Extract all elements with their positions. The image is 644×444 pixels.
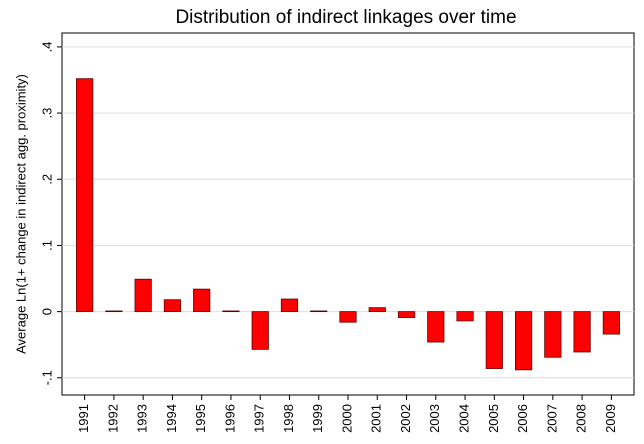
x-tick-label: 2004: [456, 404, 471, 433]
bar: [573, 311, 591, 353]
x-tick-label: 1991: [76, 404, 91, 433]
x-tick-label: 2005: [486, 404, 501, 433]
bar: [602, 311, 620, 335]
x-tick-label: 1994: [164, 404, 179, 433]
bar: [427, 311, 445, 343]
x-tick-label: 2003: [427, 404, 442, 433]
x-tick-label: 2001: [369, 404, 384, 433]
bar: [193, 288, 211, 313]
x-tick-label: 2006: [515, 404, 530, 433]
bar: [485, 311, 503, 369]
bar: [251, 311, 269, 350]
x-tick-label: 2000: [339, 404, 354, 433]
y-tick-label: .4: [39, 41, 54, 52]
x-tick-label: 2007: [544, 404, 559, 433]
y-tick-label: 0: [39, 308, 54, 315]
bar: [368, 307, 386, 313]
x-tick-label: 2009: [603, 404, 618, 433]
x-tick-label: 1996: [222, 404, 237, 433]
bar: [76, 78, 94, 313]
y-tick-label: -.1: [39, 370, 54, 385]
x-tick-label: 1998: [281, 404, 296, 433]
bar: [456, 311, 474, 322]
plot-frame: [61, 32, 635, 396]
chart-title: Distribution of indirect linkages over t…: [175, 7, 516, 28]
x-tick-label: 1993: [135, 404, 150, 433]
bar: [134, 278, 152, 313]
bar: [105, 310, 123, 313]
x-tick-label: 1992: [105, 404, 120, 433]
x-tick-label: 2002: [398, 404, 413, 433]
y-tick-label: .3: [39, 108, 54, 119]
y-tick-label: .2: [39, 174, 54, 185]
x-tick-label: 1997: [252, 404, 267, 433]
bar: [544, 311, 562, 358]
x-tick-label: 1999: [310, 404, 325, 433]
x-tick-label: 1995: [193, 404, 208, 433]
x-tick-label: 2008: [574, 404, 589, 433]
bar: [310, 310, 328, 313]
bar: [397, 311, 416, 318]
bar: [163, 299, 182, 313]
bar: [339, 311, 357, 323]
y-tick-label: .1: [39, 240, 54, 251]
y-axis-label: Average Ln(1+ change in indirect agg. pr…: [13, 74, 28, 354]
bar: [514, 311, 533, 371]
bar: [280, 298, 299, 313]
bar: [222, 310, 240, 313]
